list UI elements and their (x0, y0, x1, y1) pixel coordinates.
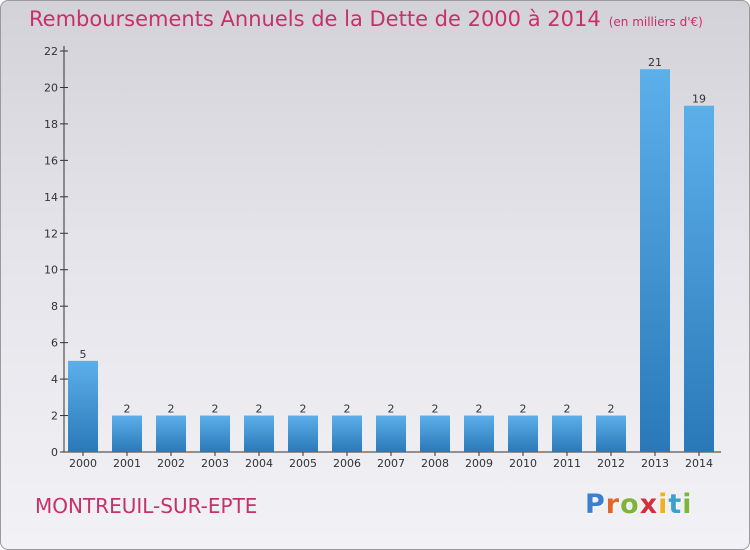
y-tick-label: 16 (44, 154, 58, 167)
bar-value-label: 19 (692, 93, 706, 106)
bar-value-label: 5 (80, 348, 87, 361)
logo-letter: P (585, 489, 606, 520)
x-tick-label: 2010 (509, 457, 537, 470)
chart-title-text: Remboursements Annuels de la Dette de 20… (29, 7, 601, 31)
x-tick-label: 2011 (553, 457, 581, 470)
proxiti-logo: Proxiti (585, 489, 693, 520)
bar (112, 415, 142, 452)
bar-value-label: 2 (432, 403, 439, 416)
y-tick-label: 18 (44, 118, 58, 131)
bar-value-label: 2 (344, 403, 351, 416)
y-tick-label: 10 (44, 264, 58, 277)
x-tick-label: 2005 (289, 457, 317, 470)
x-tick-label: 2004 (245, 457, 273, 470)
bar-value-label: 2 (520, 403, 527, 416)
x-tick-label: 2008 (421, 457, 449, 470)
chart-unit: (en milliers d'€) (608, 15, 703, 29)
bar (552, 415, 582, 452)
x-tick-label: 2012 (597, 457, 625, 470)
x-tick-label: 2000 (69, 457, 97, 470)
x-tick-label: 2009 (465, 457, 493, 470)
y-tick-label: 20 (44, 81, 58, 94)
bar (684, 105, 714, 452)
bar (200, 415, 230, 452)
commune-name: MONTREUIL-SUR-EPTE (35, 494, 258, 518)
bar (288, 415, 318, 452)
y-tick-label: 8 (51, 300, 58, 313)
y-tick-label: 2 (51, 410, 58, 423)
x-tick-label: 2006 (333, 457, 361, 470)
bar-layer (68, 69, 714, 453)
y-tick-label: 0 (51, 446, 58, 459)
bar-value-label: 2 (256, 403, 263, 416)
bar-value-label: 2 (168, 403, 175, 416)
bar-value-label: 2 (124, 403, 131, 416)
y-tick-label: 22 (44, 45, 58, 58)
bar-value-label: 2 (564, 403, 571, 416)
chart-title: Remboursements Annuels de la Dette de 20… (29, 7, 703, 31)
logo-letter: o (620, 489, 640, 520)
x-tick-label: 2007 (377, 457, 405, 470)
bar (640, 69, 670, 453)
logo-letter: r (605, 489, 621, 520)
bar (68, 360, 98, 452)
bar (596, 415, 626, 452)
bar-value-label: 2 (388, 403, 395, 416)
bar-value-label: 2 (476, 403, 483, 416)
bar (464, 415, 494, 452)
x-tick-label: 2003 (201, 457, 229, 470)
bar (244, 415, 274, 452)
logo-letter: i (682, 489, 693, 520)
y-tick-label: 4 (51, 373, 58, 386)
x-tick-label: 2014 (685, 457, 713, 470)
x-tick-label: 2001 (113, 457, 141, 470)
bar-value-label: 2 (212, 403, 219, 416)
y-tick-label: 6 (51, 337, 58, 350)
logo-letter: x (639, 489, 659, 520)
y-tick-label: 12 (44, 227, 58, 240)
bar (156, 415, 186, 452)
bar-value-label: 21 (648, 56, 662, 69)
data-label-layer: 5 2 2 2 2 2 2 2 2 2 2 2 2 21 19 (80, 56, 707, 415)
bar (420, 415, 450, 452)
bar-value-label: 2 (608, 403, 615, 416)
bar (332, 415, 362, 452)
logo-letter: i (658, 489, 669, 520)
bar (376, 415, 406, 452)
x-tick-label: 2013 (641, 457, 669, 470)
x-tick-label: 2002 (157, 457, 185, 470)
logo-letter: t (668, 489, 683, 520)
bar-value-label: 2 (300, 403, 307, 416)
bar (508, 415, 538, 452)
y-tick-label: 14 (44, 191, 58, 204)
